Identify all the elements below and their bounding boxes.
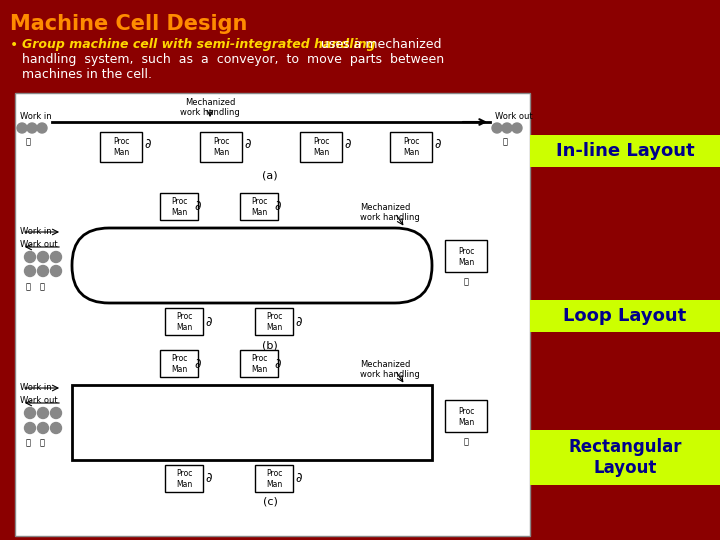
Text: ∂: ∂ xyxy=(194,357,202,370)
Circle shape xyxy=(50,422,61,434)
Text: ⌒: ⌒ xyxy=(503,137,508,146)
Text: Proc
Man: Proc Man xyxy=(458,407,474,427)
Bar xyxy=(15,93,530,536)
Text: (b): (b) xyxy=(262,340,278,350)
Bar xyxy=(200,132,242,162)
Text: Proc
Man: Proc Man xyxy=(266,312,282,332)
Bar xyxy=(530,430,720,485)
Circle shape xyxy=(27,123,37,133)
Text: Group machine cell with semi-integrated handling: Group machine cell with semi-integrated … xyxy=(22,38,376,51)
Bar xyxy=(530,135,720,167)
Circle shape xyxy=(37,408,48,418)
Bar xyxy=(390,132,432,162)
Text: Work in: Work in xyxy=(20,383,52,392)
Circle shape xyxy=(24,266,35,276)
Text: ⌒: ⌒ xyxy=(25,282,30,291)
Bar xyxy=(255,465,293,492)
Text: Proc
Man: Proc Man xyxy=(312,137,329,157)
Text: Proc
Man: Proc Man xyxy=(171,197,187,217)
Text: ∂: ∂ xyxy=(145,138,151,152)
Text: Machine Cell Design: Machine Cell Design xyxy=(10,14,248,34)
Text: Work out: Work out xyxy=(20,396,58,405)
Circle shape xyxy=(37,266,48,276)
Text: ⌒: ⌒ xyxy=(40,438,45,447)
Bar xyxy=(445,400,487,432)
Text: Proc
Man: Proc Man xyxy=(176,469,192,489)
Text: ⌒: ⌒ xyxy=(25,137,30,146)
Circle shape xyxy=(37,252,48,262)
Circle shape xyxy=(502,123,512,133)
Circle shape xyxy=(50,408,61,418)
Text: (a): (a) xyxy=(262,170,278,180)
Bar xyxy=(165,308,203,335)
Text: Proc
Man: Proc Man xyxy=(402,137,419,157)
Text: handling  system,  such  as  a  conveyor,  to  move  parts  between: handling system, such as a conveyor, to … xyxy=(22,53,444,66)
Circle shape xyxy=(37,123,47,133)
Text: machines in the cell.: machines in the cell. xyxy=(22,68,152,81)
Bar xyxy=(160,193,198,220)
Text: ∂: ∂ xyxy=(275,200,282,213)
Bar xyxy=(240,350,278,377)
Text: Mechanized
work handling: Mechanized work handling xyxy=(180,98,240,117)
Circle shape xyxy=(50,252,61,262)
Bar xyxy=(530,300,720,332)
Text: Mechanized
work handling: Mechanized work handling xyxy=(360,203,420,222)
Circle shape xyxy=(24,408,35,418)
Bar xyxy=(165,465,203,492)
Bar xyxy=(300,132,342,162)
Text: ⌒: ⌒ xyxy=(464,277,469,286)
Bar xyxy=(72,385,432,460)
Text: •: • xyxy=(10,38,18,52)
Bar xyxy=(255,308,293,335)
Text: Loop Layout: Loop Layout xyxy=(563,307,687,325)
Circle shape xyxy=(492,123,502,133)
Text: ∂: ∂ xyxy=(206,315,212,328)
Text: Mechanized
work handling: Mechanized work handling xyxy=(360,360,420,380)
Text: Proc
Man: Proc Man xyxy=(176,312,192,332)
Text: Work in: Work in xyxy=(20,227,52,236)
Circle shape xyxy=(17,123,27,133)
Text: Proc
Man: Proc Man xyxy=(251,354,267,374)
Bar xyxy=(240,193,278,220)
Circle shape xyxy=(24,422,35,434)
Text: Proc
Man: Proc Man xyxy=(213,137,229,157)
Text: In-line Layout: In-line Layout xyxy=(556,142,694,160)
Text: ∂: ∂ xyxy=(296,315,302,328)
Circle shape xyxy=(512,123,522,133)
Text: uses a mechanized: uses a mechanized xyxy=(317,38,441,51)
Text: ∂: ∂ xyxy=(345,138,351,152)
Circle shape xyxy=(37,422,48,434)
Text: ⌒: ⌒ xyxy=(464,437,469,446)
Text: ∂: ∂ xyxy=(435,138,441,152)
Text: ∂: ∂ xyxy=(296,472,302,485)
Text: Work out: Work out xyxy=(20,240,58,249)
Text: Proc
Man: Proc Man xyxy=(113,137,129,157)
Circle shape xyxy=(50,266,61,276)
Text: Work in: Work in xyxy=(20,112,52,121)
Text: ∂: ∂ xyxy=(245,138,251,152)
Bar xyxy=(100,132,142,162)
Circle shape xyxy=(24,252,35,262)
Text: ⌒: ⌒ xyxy=(25,438,30,447)
Text: ⌒: ⌒ xyxy=(40,282,45,291)
Text: Proc
Man: Proc Man xyxy=(266,469,282,489)
Bar xyxy=(160,350,198,377)
Text: Proc
Man: Proc Man xyxy=(251,197,267,217)
Text: ∂: ∂ xyxy=(206,472,212,485)
Text: Proc
Man: Proc Man xyxy=(458,247,474,267)
Text: Work out: Work out xyxy=(495,112,533,121)
Text: Rectangular
Layout: Rectangular Layout xyxy=(568,438,682,477)
Text: ∂: ∂ xyxy=(275,357,282,370)
Text: ∂: ∂ xyxy=(194,200,202,213)
FancyBboxPatch shape xyxy=(72,228,432,303)
Text: Proc
Man: Proc Man xyxy=(171,354,187,374)
Bar xyxy=(445,240,487,272)
Text: (c): (c) xyxy=(263,497,277,507)
